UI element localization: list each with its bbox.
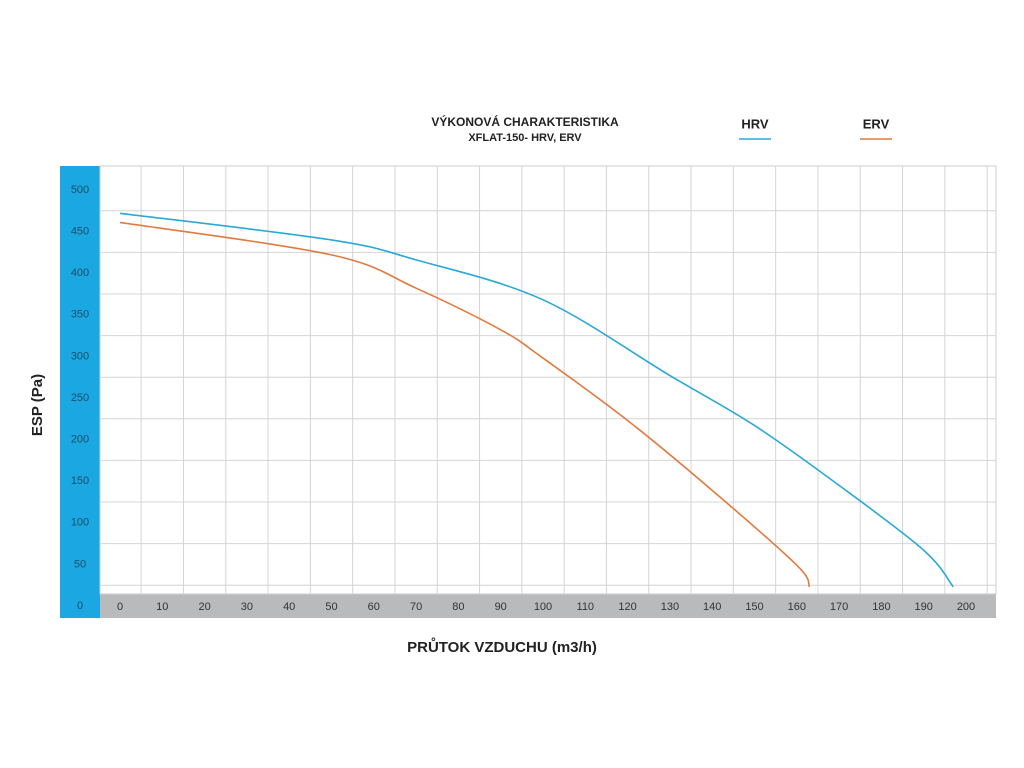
x-tick-label: 50: [325, 601, 337, 613]
chart-title: VÝKONOVÁ CHARAKTERISTIKA: [431, 114, 619, 129]
x-tick-label: 130: [661, 601, 679, 613]
y-tick-label: 200: [71, 434, 89, 446]
chart-subtitle: XFLAT-150- HRV, ERV: [468, 132, 582, 144]
y-tick-label: 0: [77, 600, 83, 612]
x-tick-label: 160: [788, 601, 806, 613]
x-tick-label: 80: [452, 601, 464, 613]
y-axis-title: ESP (Pa): [29, 374, 46, 436]
y-tick-label: 250: [71, 392, 89, 404]
x-tick-label: 120: [618, 601, 636, 613]
x-axis-strip: [100, 594, 996, 618]
x-tick-label: 70: [410, 601, 422, 613]
x-tick-label: 110: [577, 601, 595, 613]
x-tick-label: 100: [534, 601, 552, 613]
x-tick-label: 0: [117, 601, 123, 613]
x-tick-label: 190: [915, 601, 933, 613]
x-tick-label: 20: [198, 601, 210, 613]
x-tick-label: 90: [495, 601, 507, 613]
y-tick-label: 100: [71, 517, 89, 529]
legend-label: ERV: [863, 116, 890, 131]
x-tick-label: 200: [957, 601, 975, 613]
x-tick-label: 40: [283, 601, 295, 613]
y-tick-label: 400: [71, 267, 89, 279]
y-tick-label: 500: [71, 184, 89, 196]
y-tick-label: 150: [71, 475, 89, 487]
x-tick-label: 180: [872, 601, 890, 613]
y-tick-label: 300: [71, 350, 89, 362]
y-tick-label: 350: [71, 309, 89, 321]
y-tick-label: 450: [71, 226, 89, 238]
y-tick-label: 50: [74, 558, 86, 570]
legend-label: HRV: [741, 116, 769, 131]
series-line: [119, 221, 811, 588]
plot-frame: [99, 165, 997, 595]
x-tick-label: 10: [156, 601, 168, 613]
x-tick-label: 170: [830, 601, 848, 613]
ticks: 0 50 100 150 200 250 300 350 400 450 500 0 10 20 30 40 5…: [71, 184, 975, 613]
x-tick-label: 140: [703, 601, 721, 613]
lines: [119, 212, 954, 588]
series-line: [119, 212, 954, 588]
x-axis-title: PRŮTOK VZDUCHU (m3/h): [407, 637, 597, 656]
x-tick-label: 60: [368, 601, 380, 613]
x-tick-label: 150: [745, 601, 763, 613]
x-tick-label: 30: [241, 601, 253, 613]
y-axis-strip: [60, 166, 100, 618]
legend: HRV ERV: [739, 116, 892, 140]
